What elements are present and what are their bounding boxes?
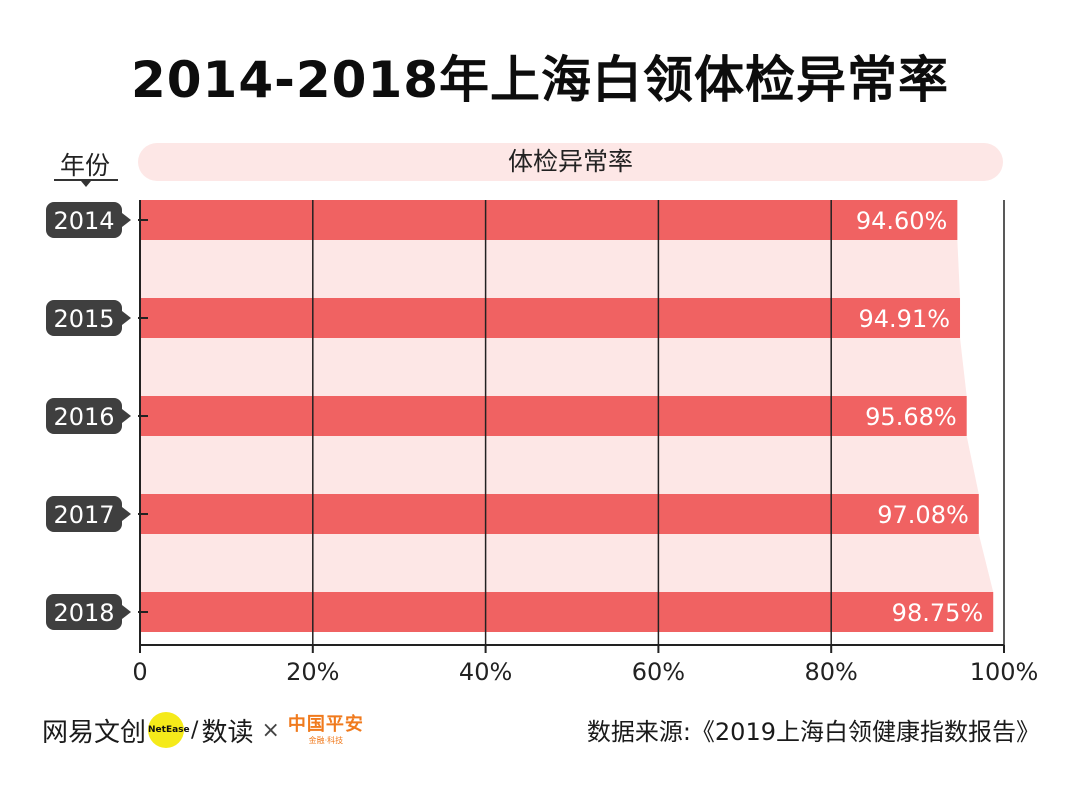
year-label-bg — [46, 594, 122, 630]
year-label-bg — [46, 398, 122, 434]
x-tick-label: 40% — [459, 658, 512, 686]
y-axis-header-arrow-icon — [81, 181, 91, 187]
collab-times: × — [261, 717, 280, 743]
x-tick-label: 80% — [805, 658, 858, 686]
brand-pingan-sub: 金融·科技 — [308, 735, 344, 745]
bar-2017 — [140, 494, 979, 534]
value-label: 97.08% — [877, 501, 969, 529]
x-tick-label: 0 — [132, 658, 147, 686]
brand-shudu: 数读 — [201, 717, 254, 748]
year-label: 2014 — [53, 207, 114, 235]
year-label-bg — [46, 496, 122, 532]
bar-2015 — [140, 298, 961, 338]
data-source: 数据来源:《2019上海白领健康指数报告》 — [586, 718, 1040, 746]
netease-badge-icon: NetEase — [148, 712, 190, 748]
footer-brands: 网易文创 NetEase / 数读 × 中国平安 金融·科技 — [42, 708, 364, 752]
year-label-bg — [46, 202, 122, 238]
x-tick-label: 60% — [632, 658, 685, 686]
value-label: 95.68% — [865, 403, 957, 431]
year-label-pointer-icon — [122, 507, 131, 521]
x-tick-label: 100% — [970, 658, 1039, 686]
brand-pingan-logo: 中国平安 金融·科技 — [287, 713, 364, 745]
year-label-bg — [46, 300, 122, 336]
chart-title: 2014-2018年上海白领体检异常率 — [130, 51, 950, 109]
series-header: 体检异常率 — [138, 143, 1003, 181]
brand-pingan-name: 中国平安 — [287, 713, 364, 735]
bar-2014 — [140, 200, 958, 240]
year-label: 2015 — [53, 305, 114, 333]
bar-2016 — [140, 396, 967, 436]
year-label: 2018 — [53, 599, 114, 627]
year-label-pointer-icon — [122, 311, 131, 325]
year-label-pointer-icon — [122, 605, 131, 619]
year-label: 2017 — [53, 501, 114, 529]
x-tick-label: 20% — [286, 658, 339, 686]
brand-divider: / — [191, 717, 199, 743]
y-axis-header: 年份 — [59, 151, 110, 180]
brand-netease-wenchuang: 网易文创 — [42, 717, 147, 748]
value-label: 98.75% — [892, 599, 984, 627]
year-label-pointer-icon — [122, 409, 131, 423]
year-label: 2016 — [53, 403, 114, 431]
bar-2018 — [140, 592, 994, 632]
value-label: 94.60% — [856, 207, 948, 235]
value-label: 94.91% — [859, 305, 951, 333]
y-axis-header-underline — [54, 179, 118, 181]
year-label-pointer-icon — [122, 213, 131, 227]
